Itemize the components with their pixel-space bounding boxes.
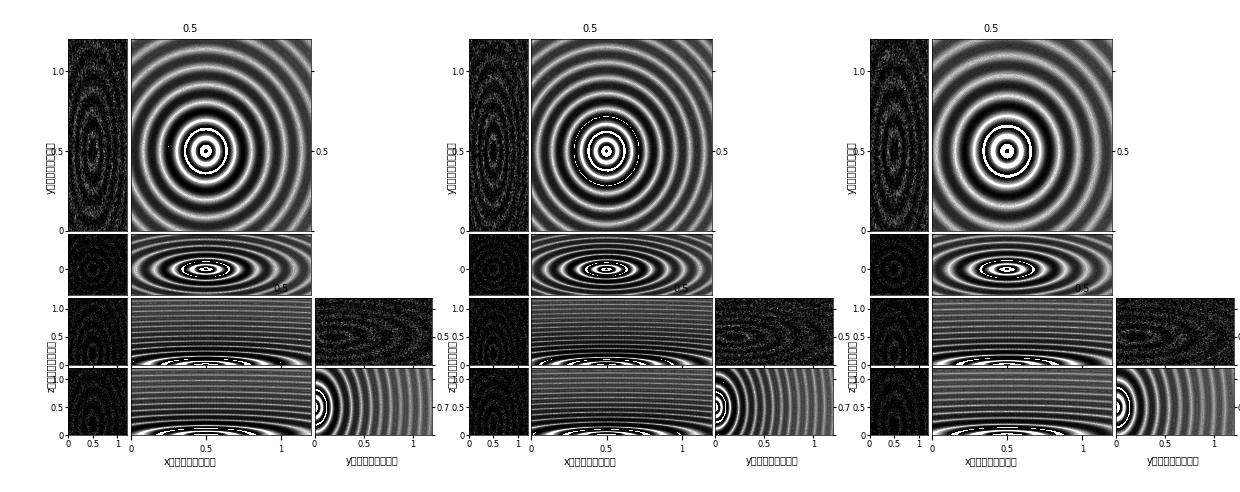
Text: z轴（单位：千米）: z轴（单位：千米） (446, 340, 456, 392)
Text: x轴（单位：千米）: x轴（单位：千米） (164, 456, 216, 466)
Text: 0.5: 0.5 (273, 284, 289, 294)
Text: 0.5: 0.5 (182, 25, 197, 34)
Text: z轴（单位：千米）: z轴（单位：千米） (847, 340, 857, 392)
Text: 0.5: 0.5 (1074, 284, 1090, 294)
Text: y轴（单位：千米）: y轴（单位：千米） (446, 142, 456, 194)
Text: z轴（单位：千米）: z轴（单位：千米） (46, 340, 56, 392)
Text: y轴（单位：千米）: y轴（单位：千米） (346, 456, 398, 466)
Text: 0.5: 0.5 (983, 25, 998, 34)
Text: x轴（单位：千米）: x轴（单位：千米） (564, 456, 616, 466)
Text: y轴（单位：千米）: y轴（单位：千米） (746, 456, 799, 466)
Text: 0.5: 0.5 (583, 25, 598, 34)
Text: y轴（单位：千米）: y轴（单位：千米） (46, 142, 56, 194)
Text: 0.5: 0.5 (673, 284, 689, 294)
Text: y轴（单位：千米）: y轴（单位：千米） (847, 142, 857, 194)
Text: y轴（单位：千米）: y轴（单位：千米） (1147, 456, 1199, 466)
Text: x轴（单位：千米）: x轴（单位：千米） (965, 456, 1017, 466)
